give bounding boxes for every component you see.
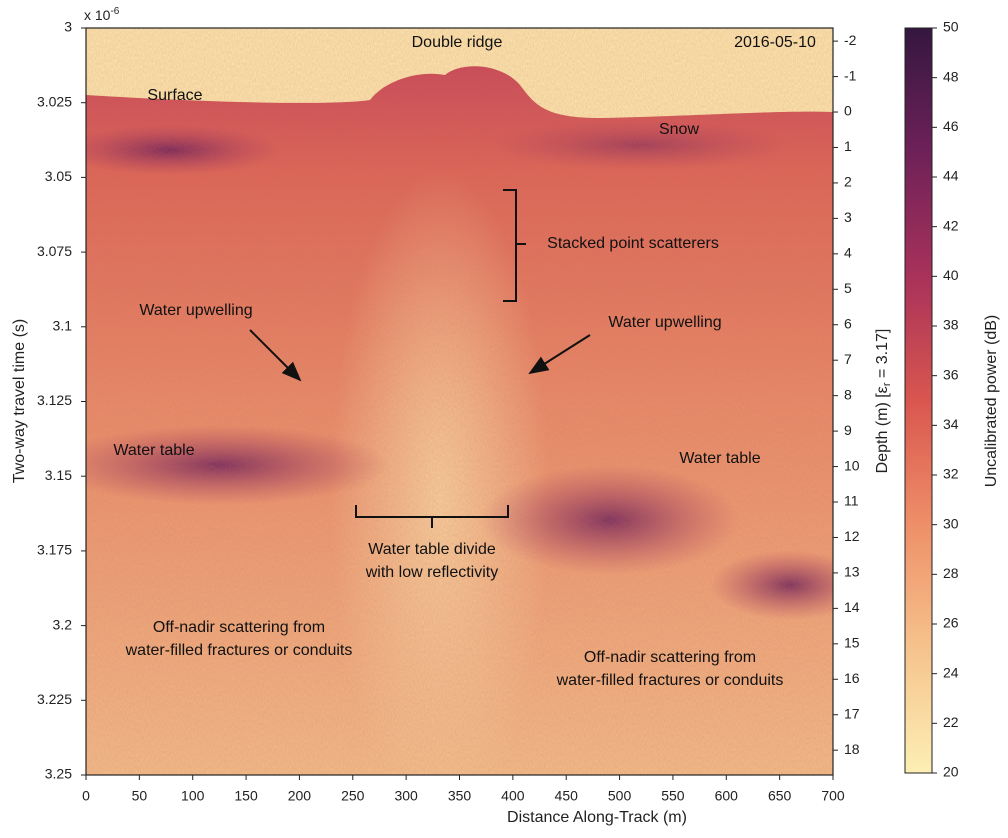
annotation: 2016-05-10 (734, 34, 816, 51)
colorbar (905, 28, 932, 773)
annotation: Snow (659, 121, 699, 138)
y2-tick-label: 9 (844, 422, 852, 438)
colorbar-tick-label: 50 (943, 19, 959, 35)
y2-tick-label: 16 (844, 670, 860, 686)
y2-tick-label: 14 (844, 599, 860, 615)
y2-tick-label: 12 (844, 528, 860, 544)
colorbar-tick-label: 38 (943, 317, 959, 333)
y2-label-main: Depth (m) [ε (874, 386, 891, 473)
x-tick-label: 450 (555, 788, 579, 804)
x-tick-label: 0 (82, 788, 90, 804)
x-tick-label: 100 (181, 788, 205, 804)
y2-tick-label: 13 (844, 564, 860, 580)
colorbar-tick-label: 42 (943, 217, 959, 233)
colorbar-tick-label: 22 (943, 714, 959, 730)
x-tick-label: 150 (234, 788, 258, 804)
y-axis-label: Two-way travel time (s) (11, 319, 28, 483)
y2-tick-label: 5 (844, 280, 852, 296)
radargram-image (50, 28, 870, 830)
y2-tick-label: 6 (844, 315, 852, 331)
x-tick-label: 250 (341, 788, 365, 804)
y-offset-base: x 10 (84, 7, 111, 23)
y-offset-exponent: -6 (110, 6, 119, 17)
y-tick-label: 3.075 (37, 243, 72, 259)
x-tick-label: 200 (288, 788, 312, 804)
annotation: water-filled fractures or conduits (125, 642, 353, 659)
y2-axis-label: Depth (m) [εr = 3.17] (874, 329, 893, 474)
x-tick-label: 400 (501, 788, 525, 804)
x-tick-label: 550 (661, 788, 685, 804)
annotation: water-filled fractures or conduits (556, 672, 784, 689)
y-tick-label: 3 (64, 19, 72, 35)
y2-tick-label: 0 (844, 103, 852, 119)
y-tick-label: 3.05 (45, 168, 72, 184)
colorbar-tick-label: 20 (943, 764, 959, 780)
annotation: Stacked point scatterers (547, 235, 719, 252)
y2-tick-label: 17 (844, 705, 860, 721)
annotation: Double ridge (412, 34, 503, 51)
x-tick-label: 300 (394, 788, 418, 804)
annotation: Off-nadir scattering from (153, 619, 325, 636)
y-offset-label: x 10-6 (84, 6, 120, 23)
annotation: Water upwelling (139, 302, 252, 319)
y-tick-label: 3.225 (37, 691, 72, 707)
annotation: Off-nadir scattering from (584, 649, 756, 666)
y2-tick-label: 10 (844, 457, 860, 473)
y-tick-label: 3.25 (45, 766, 72, 782)
annotation: Water table divide (368, 541, 496, 558)
y2-tick-label: 8 (844, 386, 852, 402)
y2-label-end: = 3.17] (874, 329, 891, 383)
y2-tick-label: 2 (844, 174, 852, 190)
colorbar-tick-label: 36 (943, 366, 959, 382)
colorbar-label: Uncalibrated power (dB) (983, 315, 1000, 488)
x-tick-label: 350 (448, 788, 472, 804)
colorbar-tick-label: 48 (943, 68, 959, 84)
y2-tick-label: 7 (844, 351, 852, 367)
annotation: with low reflectivity (365, 564, 498, 581)
colorbar-tick-label: 30 (943, 515, 959, 531)
colorbar-tick-label: 26 (943, 615, 959, 631)
colorbar-tick-label: 28 (943, 565, 959, 581)
colorbar-tick-label: 24 (943, 664, 959, 680)
annotation: Water upwelling (608, 314, 721, 331)
colorbar-tick-label: 46 (943, 118, 959, 134)
y2-tick-label: 15 (844, 635, 860, 651)
annotation: Surface (147, 87, 202, 104)
x-tick-label: 50 (132, 788, 148, 804)
y2-tick-label: 4 (844, 245, 852, 261)
x-axis-label: Distance Along-Track (m) (507, 809, 687, 826)
y-tick-label: 3.2 (53, 616, 73, 632)
y-tick-label: 3.1 (53, 318, 73, 334)
colorbar-tick-label: 32 (943, 466, 959, 482)
chart: Distance Along-Track (m) Two-way travel … (0, 0, 1008, 833)
y-tick-label: 3.15 (45, 467, 72, 483)
y2-tick-label: 18 (844, 741, 860, 757)
y-tick-label: 3.025 (37, 93, 72, 109)
y2-tick-label: -1 (844, 67, 857, 83)
y2-tick-label: 11 (844, 493, 859, 509)
x-tick-label: 650 (768, 788, 792, 804)
colorbar-tick-label: 40 (943, 267, 959, 283)
y2-tick-label: 3 (844, 209, 852, 225)
colorbar-tick-label: 34 (943, 416, 959, 432)
y-tick-label: 3.125 (37, 392, 72, 408)
y2-tick-label: -2 (844, 32, 857, 48)
y-tick-label: 3.175 (37, 542, 72, 558)
annotation: Water table (113, 442, 194, 459)
x-tick-label: 500 (608, 788, 632, 804)
x-tick-label: 600 (715, 788, 739, 804)
colorbar-tick-label: 44 (943, 168, 959, 184)
x-tick-label: 700 (821, 788, 845, 804)
y2-tick-label: 1 (844, 138, 852, 154)
annotation: Water table (679, 450, 760, 467)
